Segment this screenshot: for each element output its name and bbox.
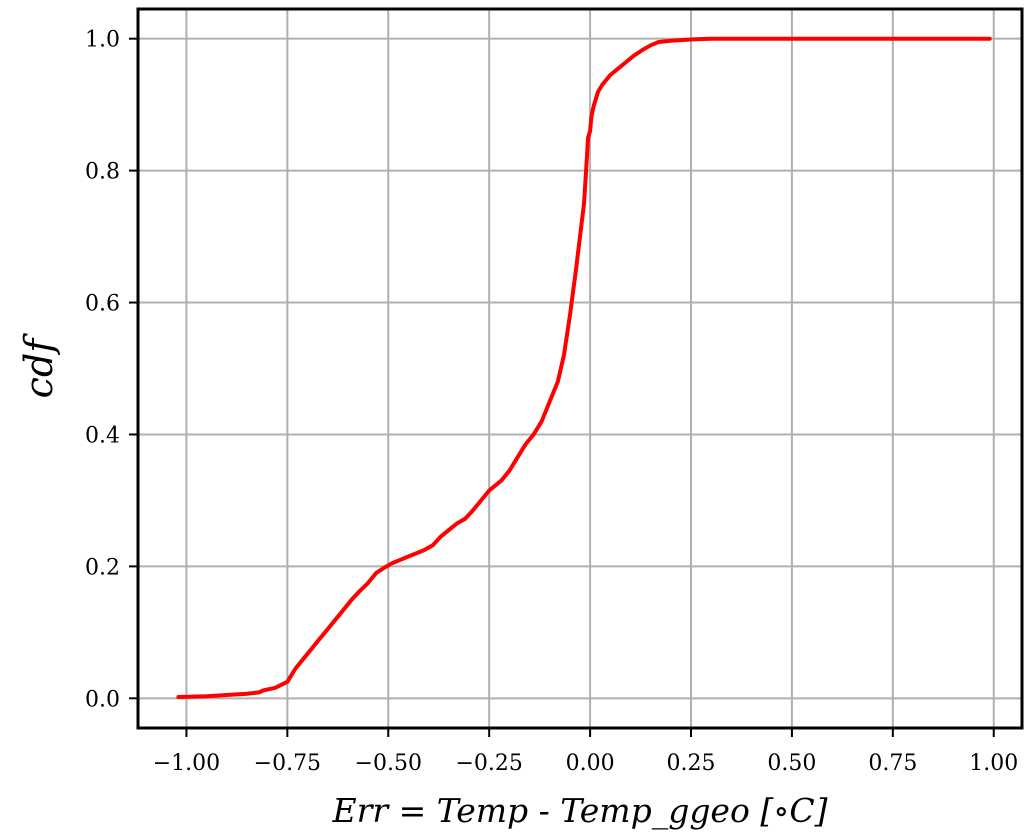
y-tick-label: 0.8 <box>85 160 120 185</box>
series-layer <box>176 36 992 699</box>
x-tick-label: 1.00 <box>969 751 1018 776</box>
y-tick-label: 0.0 <box>85 687 120 712</box>
y-tick-label: 0.4 <box>85 423 120 448</box>
x-tick-label: −1.00 <box>153 751 220 776</box>
y-tick-label: 0.6 <box>85 292 120 317</box>
y-tick-label: 1.0 <box>85 28 120 53</box>
grid <box>138 9 1022 728</box>
x-tick-label: 0.25 <box>667 751 716 776</box>
x-tick-label: −0.75 <box>254 751 321 776</box>
x-axis-label: Err = Temp - Temp_ggeo [∘C] <box>332 791 828 831</box>
plot-frame <box>136 7 1024 730</box>
x-tick-label: −0.50 <box>355 751 422 776</box>
x-tick-label: 0.50 <box>767 751 816 776</box>
y-tick-label: 0.2 <box>85 555 120 580</box>
cdf-line <box>176 36 992 699</box>
x-tick-label: 0.00 <box>566 751 615 776</box>
ticks: −1.00 −0.75 −0.50 −0.25 0.00 0.25 0.50 0.75 1.00… <box>85 28 1018 776</box>
x-tick-label: −0.25 <box>455 751 522 776</box>
y-axis-label: cdf <box>17 333 61 399</box>
x-tick-label: 0.75 <box>868 751 917 776</box>
